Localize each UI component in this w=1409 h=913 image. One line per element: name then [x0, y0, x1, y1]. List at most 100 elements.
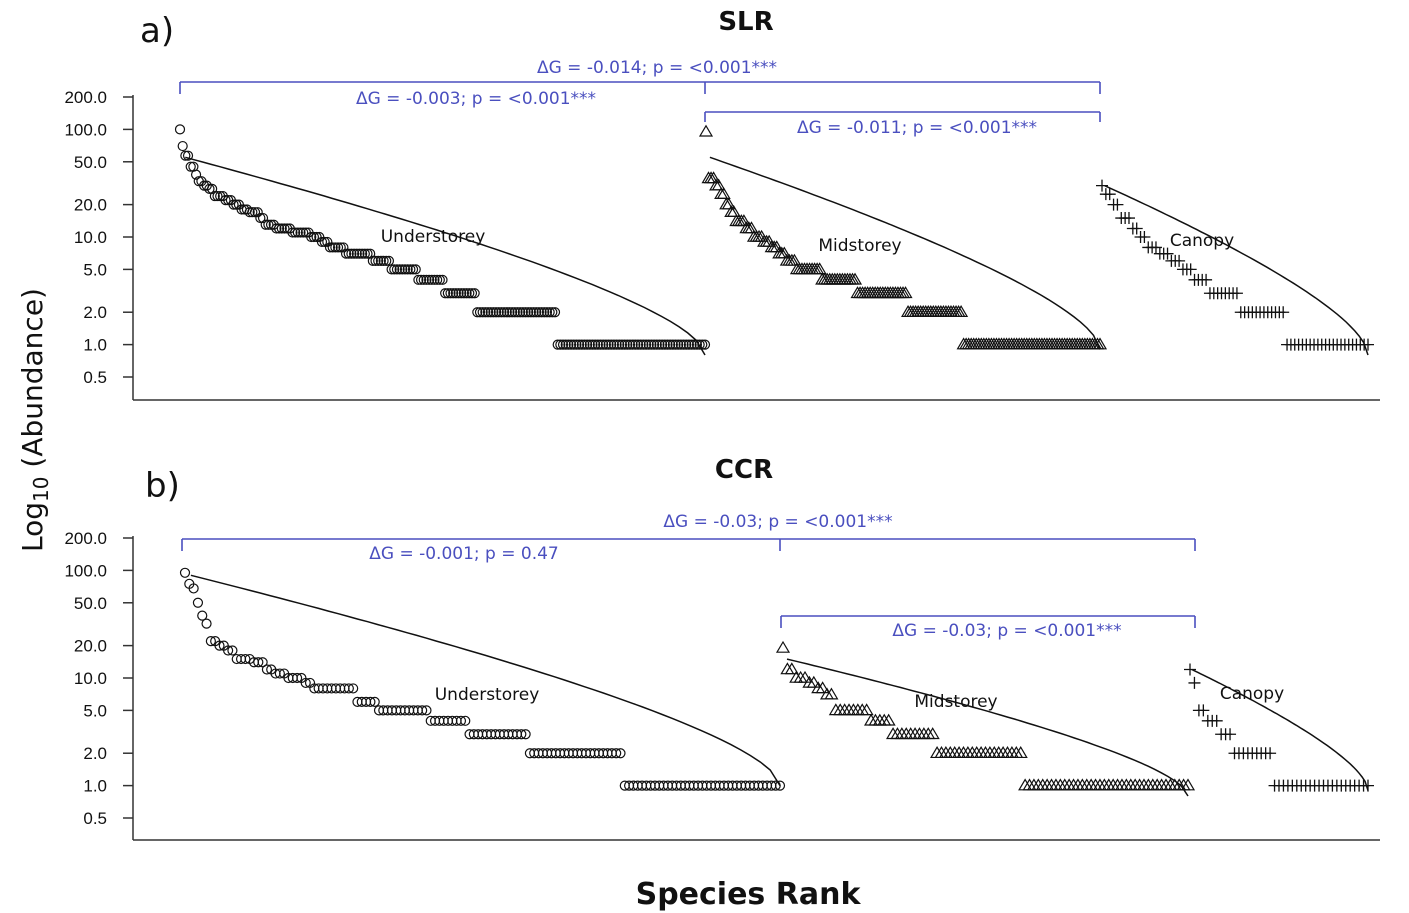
panel-a-canopy-point [1149, 241, 1162, 254]
panel-a-midstorey-point [812, 262, 827, 275]
panel-a-understorey-point [480, 307, 491, 318]
panel-a-midstorey-point [744, 221, 759, 234]
panel-a-understorey-point [600, 339, 611, 350]
panel-a-understorey-point [426, 274, 437, 285]
panel-a-understorey-point [335, 242, 346, 253]
panel-b-y-tick-label: 100.0 [64, 561, 107, 580]
panel-a-axes: 200.0 100.0 50.0 20.0 10.0 5.0 2.0 1.0 0.5 [64, 88, 1380, 401]
panel-a-understorey-point [418, 274, 429, 285]
panel-b-canopy-point [1264, 747, 1277, 760]
panel-a-understorey-point [608, 339, 620, 350]
panel-a-understorey-point [678, 339, 689, 350]
panel-a-midstorey-point [706, 171, 721, 184]
panel-a-understorey-point [673, 339, 684, 350]
panel-a-understorey-point [201, 180, 212, 191]
panel-a-midstorey-point [898, 286, 913, 299]
panel-a-understorey-point [308, 231, 320, 243]
panel-b-understorey-point [197, 610, 208, 621]
panel-a-understorey-point [659, 339, 670, 350]
panel-a-canopy-point [1200, 273, 1213, 286]
panel-a-understorey-point [397, 264, 408, 275]
panel-a-understorey-point [665, 339, 676, 350]
panel-a-canopy-point [1122, 212, 1135, 225]
panel-a-understorey-point [359, 248, 370, 259]
panel-a-understorey-point [606, 339, 617, 350]
panel-a-understorey-point [563, 339, 574, 350]
panel-b-understorey-point [300, 677, 311, 689]
panel-a-understorey-point [220, 195, 231, 206]
panel-b-midstorey-fit-curve [786, 658, 1189, 797]
panel-b-understorey-point [274, 668, 285, 679]
panel-b-letter: b) [145, 466, 180, 506]
panel-b-understorey-point [214, 640, 225, 651]
panel-b-y-tick-label: 0.5 [83, 809, 107, 828]
panel-a-understorey-point [424, 274, 435, 285]
panel-a-canopy-fit-curve [1104, 185, 1369, 356]
panel-a-canopy-point [1230, 287, 1243, 300]
panel-a-understorey-point [531, 307, 542, 318]
panel-a-understorey-point [252, 207, 263, 218]
panel-a-understorey-point [619, 339, 630, 350]
panel-b-understorey-point [205, 636, 216, 647]
panel-a-understorey-point [517, 307, 528, 318]
panel-a-midstorey-point [726, 205, 741, 218]
panel-a-understorey-point [290, 227, 301, 238]
panel-a-understorey-point [279, 223, 290, 234]
panel-a-understorey-point [354, 248, 365, 259]
panel-a-understorey-point [496, 307, 507, 318]
panel-a-understorey-point [402, 264, 413, 275]
panel-a-understorey-point [622, 339, 633, 350]
panel-a-understorey-point [536, 307, 547, 318]
panel-b-understorey-point [348, 683, 359, 694]
panel-a-canopy-point [1096, 179, 1108, 192]
panel-a-understorey-point [351, 248, 362, 259]
panel-b-understorey-label: Understorey [435, 685, 540, 705]
panel-a-understorey-point [349, 248, 360, 259]
panel-a-understorey-point [394, 264, 405, 275]
panel-a-midstorey-point [954, 305, 969, 318]
panel-a-letter: a) [140, 11, 174, 51]
panel-a-understorey-point [675, 339, 686, 350]
panel-a-understorey-point [662, 339, 673, 350]
panel-a-understorey-point [389, 264, 400, 275]
panel-a-understorey-point [276, 223, 287, 234]
panel-a-understorey-point [298, 227, 309, 238]
panel-a-understorey-point [657, 339, 668, 350]
panel-a-y-tick-label: 5.0 [83, 260, 107, 279]
panel-a-midstorey-point [787, 253, 802, 266]
panel-b-understorey-point [223, 645, 234, 656]
panel-a-y-tick-label: 0.5 [83, 368, 107, 387]
panel-a-y-tick-label: 50.0 [74, 153, 107, 172]
panel-a-understorey-point [370, 255, 381, 266]
panel-b-marks: Understorey Midstorey Canopy [179, 567, 1374, 797]
panel-a-understorey-point [378, 255, 389, 266]
panel-a-understorey-point [571, 339, 582, 350]
panel-b-understorey-point [179, 567, 191, 578]
panel-b-midstorey-point [1180, 778, 1196, 791]
panel-a-y-tick-label: 1.0 [83, 336, 107, 355]
panel-a-midstorey-point [1092, 337, 1108, 350]
panel-a-y-tick-label: 100.0 [64, 120, 107, 139]
panel-a-understorey-point [686, 339, 697, 350]
panel-b-y-tick-label: 1.0 [83, 777, 107, 796]
panel-b-understorey-point [292, 672, 303, 684]
panel-a-marks: Understorey Midstorey Canopy [174, 124, 1374, 356]
panel-a-understorey-point [343, 248, 354, 259]
panel-b-y-tick-label: 5.0 [83, 701, 107, 720]
panel-a-understorey-point [485, 307, 496, 318]
panel-a-understorey-point [324, 242, 336, 253]
panel-a-understorey-point [407, 264, 419, 275]
panel-b-midstorey-point [806, 675, 821, 688]
panel-a-canopy-point [1173, 254, 1186, 267]
panel-a-understorey-point [539, 307, 550, 318]
panel-b: b) CCR 200.0 100.0 50.0 20.0 10.0 5.0 2.0 1.0 0.… [64, 455, 1380, 841]
panel-a-understorey-point [432, 274, 443, 285]
panel-a-understorey-point [287, 227, 298, 238]
panel-a-understorey-point [603, 339, 614, 350]
panel-a-understorey-point [209, 190, 220, 202]
panel-a-understorey-point [635, 339, 646, 350]
panel-b-comparisons: ΔG = -0.03; p = <0.001*** ΔG = -0.001; p … [181, 512, 1196, 641]
panel-a-understorey-point [257, 212, 269, 224]
panel-a-midstorey-point [777, 246, 792, 259]
panel-a-understorey-fit-curve [185, 156, 706, 356]
